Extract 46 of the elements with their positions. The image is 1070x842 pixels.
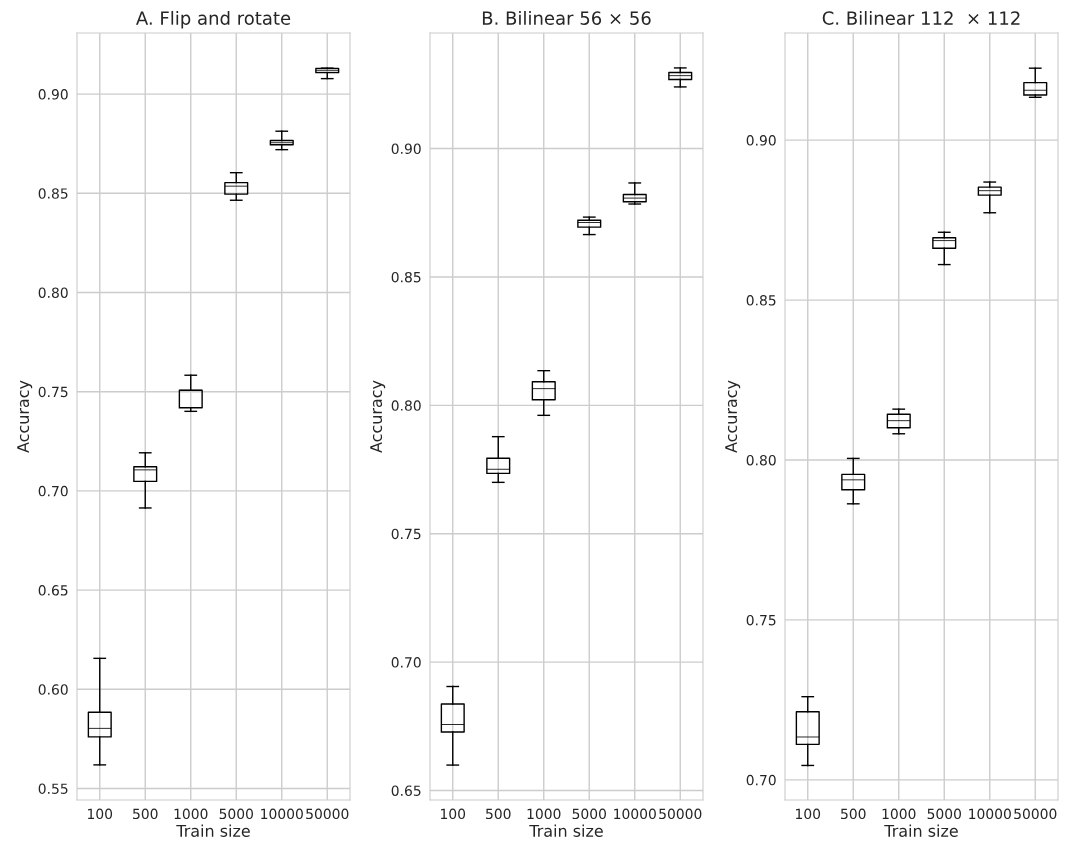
x-tick-label: 1000: [174, 808, 208, 820]
x-tick-label: 1000: [882, 808, 916, 820]
x-tick-label: 50000: [306, 808, 349, 820]
y-tick-label: 0.70: [391, 657, 421, 668]
x-tick-label: 50000: [1014, 808, 1057, 820]
y-tick-label: 0.75: [391, 528, 421, 540]
x-tick-label: 5000: [219, 808, 253, 820]
x-tick-label: 50000: [659, 808, 702, 820]
y-tick-label: 0.90: [38, 89, 68, 100]
y-tick-label: 0.80: [38, 287, 68, 298]
y-tick-label: 0.90: [391, 143, 421, 155]
y-axis-title: Accuracy: [370, 380, 386, 453]
chart-title: B. Bilinear 56 × 56: [482, 10, 651, 25]
x-tick-label: 5000: [572, 808, 606, 820]
y-tick-label: 0.90: [746, 135, 776, 146]
x-tick-label: 500: [841, 808, 866, 820]
y-tick-label: 0.85: [746, 295, 776, 306]
y-tick-label: 0.55: [38, 783, 68, 794]
x-tick-label: 500: [486, 808, 511, 820]
x-tick-label: 100: [88, 808, 113, 820]
y-tick-label: 0.70: [746, 774, 776, 786]
x-axis-title: Train size: [884, 824, 958, 837]
x-axis-title: Train size: [176, 824, 250, 837]
y-tick-label: 0.85: [38, 188, 68, 199]
y-tick-label: 0.65: [391, 785, 421, 796]
x-tick-label: 100: [441, 808, 466, 820]
chart-title: A. Flip and rotate: [136, 10, 291, 29]
y-tick-label: 0.80: [391, 400, 421, 411]
y-tick-label: 0.75: [746, 614, 776, 626]
x-axis-title: Train size: [529, 824, 603, 837]
y-tick-label: 0.80: [746, 454, 776, 466]
x-tick-label: 100: [796, 808, 821, 820]
x-tick-label: 500: [133, 808, 158, 820]
x-tick-label: 1000: [527, 808, 561, 820]
x-tick-label: 10000: [969, 808, 1011, 820]
y-tick-label: 0.75: [38, 386, 68, 398]
y-tick-label: 0.60: [38, 684, 68, 695]
y-tick-label: 0.70: [38, 485, 68, 497]
x-tick-label: 5000: [927, 808, 961, 820]
x-tick-label: 10000: [261, 808, 303, 820]
y-tick-label: 0.85: [391, 271, 421, 283]
x-tick-label: 10000: [614, 808, 656, 820]
y-tick-label: 0.65: [38, 585, 68, 596]
y-axis-title: Accuracy: [725, 380, 741, 453]
y-axis-title: Accuracy: [17, 380, 33, 453]
chart-title: C. Bilinear 112 × 112: [822, 10, 1020, 25]
